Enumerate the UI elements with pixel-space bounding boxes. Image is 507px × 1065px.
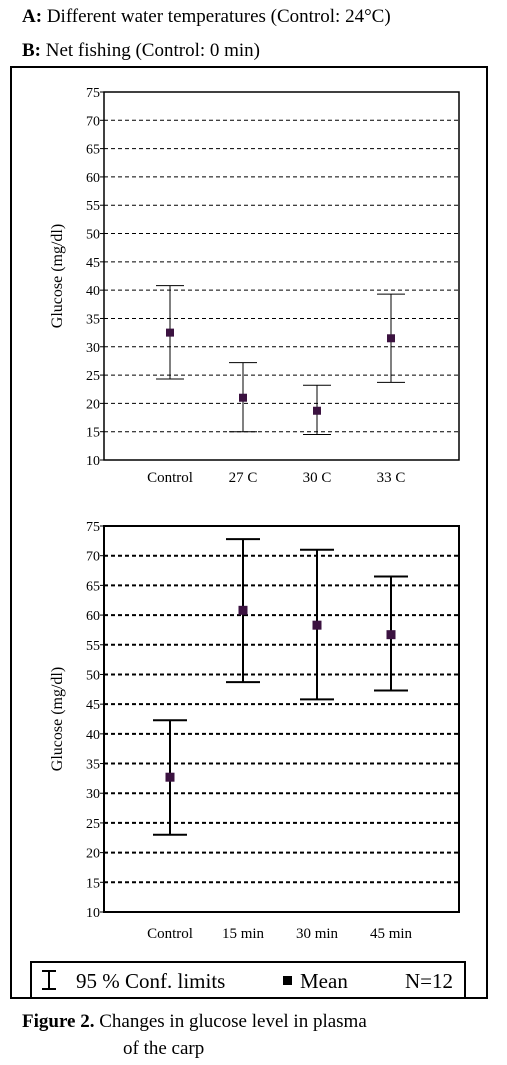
mean-marker-icon: [283, 976, 292, 985]
chart-b-category-label: 45 min: [370, 926, 413, 942]
chart-a-mean-marker: [313, 406, 321, 415]
caption-line1: Changes in glucose level in plasma: [99, 1011, 367, 1032]
chart-a-ytick-label: 45: [86, 256, 100, 271]
chart-b-plot-frame: [103, 525, 460, 913]
chart-b-ytick-label: 55: [86, 639, 100, 654]
chart-b-ytick-label: 75: [86, 520, 100, 535]
chart-a-ytick-label: 75: [86, 86, 100, 101]
chart-a-ytick-label: 30: [86, 341, 100, 356]
chart-b-ytick-label: 65: [86, 579, 100, 594]
chart-b-ytick-label: 30: [86, 787, 100, 802]
chart-a-mean-marker: [387, 334, 395, 343]
chart-b-ytick-label: 20: [86, 847, 100, 862]
chart-a-category-label: Control: [147, 470, 193, 486]
chart-a-ytick-label: 50: [86, 228, 100, 243]
chart-b-mean-marker: [312, 620, 322, 630]
chart-a-ytick-label: 10: [86, 454, 100, 469]
chart-a-ytick-label: 20: [86, 397, 100, 412]
chart-a-ytick-label: 60: [86, 171, 100, 186]
chart-b-ytick-label: 70: [86, 550, 100, 565]
chart-a-category-label: 27 C: [229, 470, 258, 486]
chart-b-ytick-label: 25: [86, 817, 100, 832]
chart-b-ytick-label: 35: [86, 758, 100, 773]
chart-b-ytick-label: 50: [86, 668, 100, 683]
chart-b-mean-marker: [238, 605, 248, 615]
header-a-text: Different water temperatures (Control: 2…: [46, 6, 391, 27]
chart-b-ytick-label: 10: [86, 906, 100, 921]
chart-a-ytick-label: 55: [86, 199, 100, 214]
chart-b-mean-marker: [165, 772, 175, 782]
chart-a-ytick-label: 40: [86, 284, 100, 299]
header-line-a: A: Different water temperatures (Control…: [22, 6, 391, 28]
header-b-label: B:: [22, 40, 41, 61]
chart-b-ytick-label: 15: [86, 876, 100, 891]
header-b-text: Net fishing (Control: 0 min): [45, 40, 261, 61]
caption-label: Figure 2.: [22, 1011, 95, 1032]
chart-b-ylabel: Glucose (mg/dl): [49, 667, 66, 771]
chart-a-ytick-label: 35: [86, 312, 100, 327]
legend-n-label: N=12: [405, 969, 454, 993]
chart-a-mean-marker: [239, 393, 247, 402]
chart-b-ytick-label: 40: [86, 728, 100, 743]
legend-conf-label: 95 % Conf. limits: [76, 969, 226, 993]
chart-b-ytick-label: 60: [86, 609, 100, 624]
chart-a-mean-marker: [166, 328, 174, 337]
chart-a-ytick-label: 15: [86, 426, 100, 441]
chart-b-mean-marker: [386, 630, 396, 640]
figure-caption: Figure 2. Changes in glucose level in pl…: [22, 1008, 367, 1062]
chart-b-category-label: 15 min: [222, 926, 265, 942]
caption-line2: of the carp: [123, 1038, 205, 1059]
chart-b-ytick-label: 45: [86, 698, 100, 713]
errorbar-icon: [42, 970, 56, 990]
header-a-label: A:: [22, 6, 43, 27]
legend: 95 % Conf. limits Mean N=12: [30, 961, 466, 999]
chart-a-category-label: 30 C: [303, 470, 332, 486]
chart-a-ytick-label: 25: [86, 369, 100, 384]
header-line-b: B: Net fishing (Control: 0 min): [22, 40, 260, 62]
chart-b-category-label: 30 min: [296, 926, 339, 942]
chart-b-category-label: Control: [147, 926, 193, 942]
chart-a-ylabel: Glucose (mg/dl): [49, 224, 66, 328]
legend-mean-label: Mean: [300, 969, 348, 993]
chart-a-ytick-label: 70: [86, 114, 100, 129]
chart-a-ytick-label: 65: [86, 143, 100, 158]
chart-a-category-label: 33 C: [377, 470, 406, 486]
chart-a-plot-frame: [103, 91, 460, 461]
